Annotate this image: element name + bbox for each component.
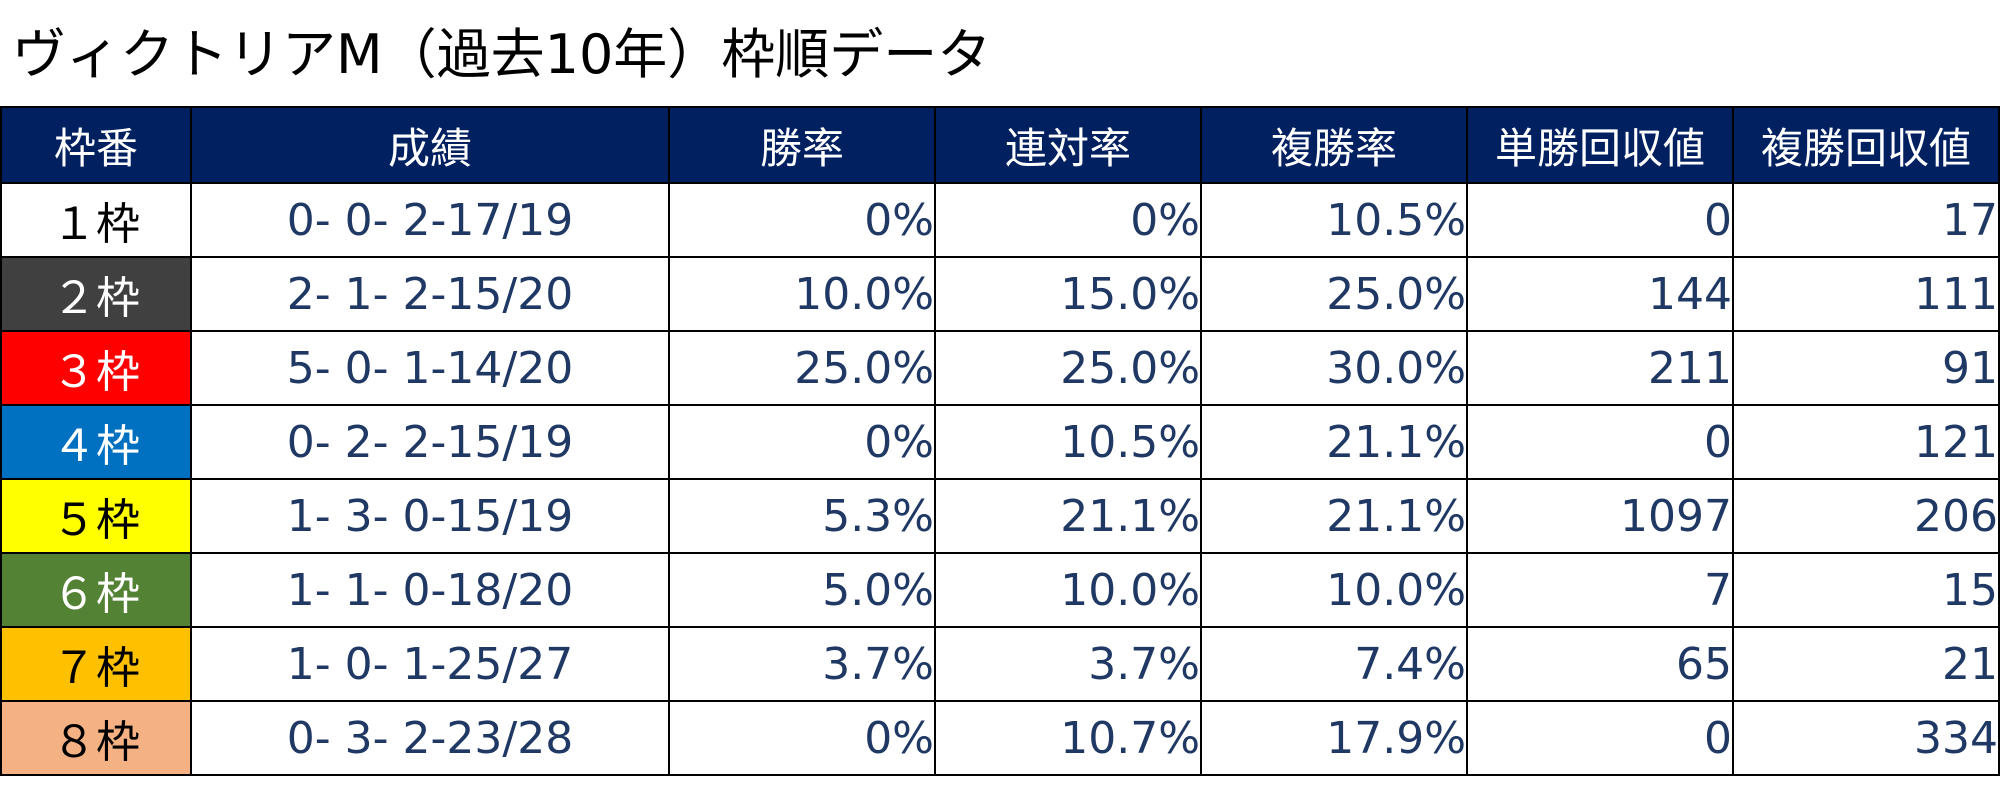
win-return-cell: 65 [1466, 626, 1734, 702]
record-cell: 1- 3- 0-15/19 [190, 478, 670, 554]
win-rate-cell: 0% [668, 700, 936, 776]
place-rate-cell: 10.5% [934, 404, 1202, 480]
record-cell: 0- 2- 2-15/19 [190, 404, 670, 480]
show-return-cell: 121 [1732, 404, 2000, 480]
show-rate-cell: 30.0% [1200, 330, 1468, 406]
table-row: ４枠 0- 2- 2-15/19 0% 10.5% 21.1% 0 121 [0, 404, 2000, 480]
header-waku: 枠番 [0, 106, 192, 184]
waku-label: ３枠 [0, 330, 192, 406]
waku-label: ５枠 [0, 478, 192, 554]
show-return-cell: 334 [1732, 700, 2000, 776]
win-rate-cell: 3.7% [668, 626, 936, 702]
waku-label: １枠 [0, 182, 192, 258]
win-return-cell: 144 [1466, 256, 1734, 332]
show-return-cell: 91 [1732, 330, 2000, 406]
show-rate-cell: 17.9% [1200, 700, 1468, 776]
win-return-cell: 7 [1466, 552, 1734, 628]
show-return-cell: 111 [1732, 256, 2000, 332]
show-return-cell: 17 [1732, 182, 2000, 258]
record-cell: 0- 3- 2-23/28 [190, 700, 670, 776]
page-title: ヴィクトリアM（過去10年）枠順データ [12, 23, 992, 86]
record-cell: 1- 1- 0-18/20 [190, 552, 670, 628]
table-row: １枠 0- 0- 2-17/19 0% 0% 10.5% 0 17 [0, 182, 2000, 258]
win-rate-cell: 0% [668, 404, 936, 480]
show-rate-cell: 21.1% [1200, 478, 1468, 554]
win-return-cell: 211 [1466, 330, 1734, 406]
table-row: ２枠 2- 1- 2-15/20 10.0% 15.0% 25.0% 144 111 [0, 256, 2000, 332]
show-rate-cell: 25.0% [1200, 256, 1468, 332]
header-win-rate: 勝率 [668, 106, 936, 184]
place-rate-cell: 25.0% [934, 330, 1202, 406]
record-cell: 0- 0- 2-17/19 [190, 182, 670, 258]
win-return-cell: 1097 [1466, 478, 1734, 554]
win-rate-cell: 5.3% [668, 478, 936, 554]
win-rate-cell: 0% [668, 182, 936, 258]
place-rate-cell: 10.7% [934, 700, 1202, 776]
table-row: ３枠 5- 0- 1-14/20 25.0% 25.0% 30.0% 211 91 [0, 330, 2000, 406]
header-win-return: 単勝回収値 [1466, 106, 1734, 184]
show-return-cell: 206 [1732, 478, 2000, 554]
waku-label: ７枠 [0, 626, 192, 702]
show-rate-cell: 10.5% [1200, 182, 1468, 258]
show-rate-cell: 10.0% [1200, 552, 1468, 628]
table-row: ８枠 0- 3- 2-23/28 0% 10.7% 17.9% 0 334 [0, 700, 2000, 776]
win-return-cell: 0 [1466, 700, 1734, 776]
show-rate-cell: 21.1% [1200, 404, 1468, 480]
record-cell: 2- 1- 2-15/20 [190, 256, 670, 332]
header-show-rate: 複勝率 [1200, 106, 1468, 184]
win-return-cell: 0 [1466, 182, 1734, 258]
waku-data-table: 枠番 成績 勝率 連対率 複勝率 単勝回収値 複勝回収値 １枠 0- 0- 2-1… [0, 106, 2000, 776]
waku-label: ２枠 [0, 256, 192, 332]
place-rate-cell: 3.7% [934, 626, 1202, 702]
place-rate-cell: 10.0% [934, 552, 1202, 628]
header-place-rate: 連対率 [934, 106, 1202, 184]
win-rate-cell: 10.0% [668, 256, 936, 332]
place-rate-cell: 21.1% [934, 478, 1202, 554]
place-rate-cell: 15.0% [934, 256, 1202, 332]
table-row: ５枠 1- 3- 0-15/19 5.3% 21.1% 21.1% 1097 206 [0, 478, 2000, 554]
waku-label: ４枠 [0, 404, 192, 480]
win-rate-cell: 5.0% [668, 552, 936, 628]
show-return-cell: 21 [1732, 626, 2000, 702]
win-return-cell: 0 [1466, 404, 1734, 480]
header-row: 枠番 成績 勝率 連対率 複勝率 単勝回収値 複勝回収値 [0, 106, 2000, 184]
waku-label: ８枠 [0, 700, 192, 776]
header-show-return: 複勝回収値 [1732, 106, 2000, 184]
table-row: ７枠 1- 0- 1-25/27 3.7% 3.7% 7.4% 65 21 [0, 626, 2000, 702]
header-seiseki: 成績 [190, 106, 670, 184]
show-return-cell: 15 [1732, 552, 2000, 628]
waku-label: ６枠 [0, 552, 192, 628]
record-cell: 5- 0- 1-14/20 [190, 330, 670, 406]
show-rate-cell: 7.4% [1200, 626, 1468, 702]
win-rate-cell: 25.0% [668, 330, 936, 406]
place-rate-cell: 0% [934, 182, 1202, 258]
table-row: ６枠 1- 1- 0-18/20 5.0% 10.0% 10.0% 7 15 [0, 552, 2000, 628]
record-cell: 1- 0- 1-25/27 [190, 626, 670, 702]
